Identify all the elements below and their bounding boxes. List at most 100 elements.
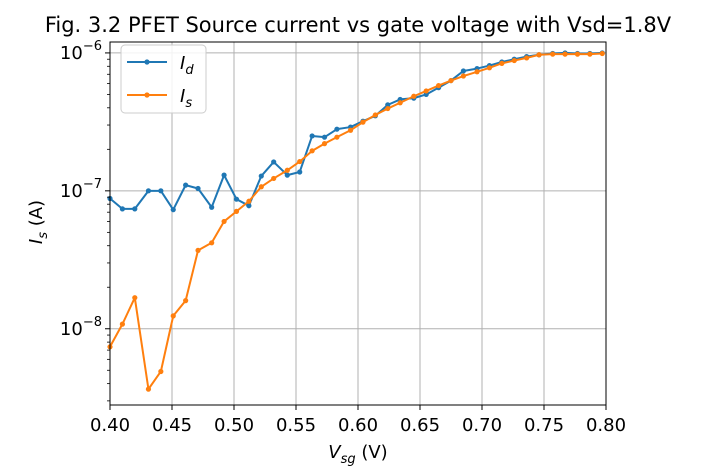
data-point [195, 185, 201, 192]
data-point [423, 88, 429, 94]
data-point [511, 57, 517, 64]
data-point [334, 126, 340, 132]
data-point [221, 172, 227, 178]
x-tick-label: 0.40 [90, 415, 130, 436]
data-point [321, 141, 328, 147]
data-point [536, 52, 542, 58]
data-point [258, 184, 264, 190]
y-tick-label-base: 10 [60, 43, 83, 64]
x-tick-label: 0.50 [214, 415, 254, 436]
y-axis-label-unit: (A) [26, 200, 47, 232]
y-axis-label: Is (A) [26, 200, 51, 244]
legend-marker-id [144, 59, 150, 65]
axes-ticks: 0.40 0.45 0.50 0.55 0.60 0.65 0.70 0.75 0.8010−8… [60, 39, 626, 436]
data-point [271, 175, 277, 182]
data-point [347, 127, 354, 133]
x-tick-label: 0.65 [400, 415, 440, 436]
plot-area [107, 50, 605, 392]
data-point [246, 198, 252, 204]
y-tick-label-exp: −8 [83, 315, 102, 330]
y-tick-label: 10−6 [60, 39, 102, 64]
chart-title: Fig. 3.2 PFET Source current vs gate vol… [45, 13, 672, 37]
data-point [221, 218, 227, 225]
data-point [372, 112, 378, 118]
series-line-1 [109, 52, 603, 391]
data-point [460, 68, 466, 74]
data-point [170, 207, 176, 213]
x-tick-label: 0.80 [586, 415, 626, 436]
data-point [145, 386, 152, 392]
data-point [460, 73, 466, 79]
data-point [411, 93, 417, 99]
y-tick-label-base: 10 [60, 181, 83, 202]
data-point [284, 172, 290, 178]
x-axis-label-unit: (V) [356, 442, 388, 463]
y-tick-label: 10−7 [60, 177, 102, 202]
data-point [284, 167, 290, 173]
legend-label-is: Is [180, 86, 192, 111]
data-point [385, 102, 391, 108]
data-point [574, 51, 581, 57]
legend-label-id-sub: d [185, 63, 194, 78]
x-tick-label: 0.55 [276, 415, 316, 436]
legend-box [120, 44, 207, 114]
data-point [195, 247, 201, 253]
legend-label-is-var: I [180, 86, 185, 107]
x-axis-label: Vsg (V) [328, 442, 387, 467]
data-point [524, 55, 530, 61]
data-point [309, 133, 315, 139]
data-point [321, 134, 328, 140]
x-tick-label: 0.75 [524, 415, 564, 436]
data-point [436, 82, 442, 89]
data-point [550, 51, 556, 57]
data-point [119, 321, 125, 327]
data-point [486, 65, 493, 71]
y-tick-label: 10−8 [60, 315, 102, 340]
data-point [360, 119, 366, 125]
data-point [233, 208, 240, 214]
y-tick-label-base: 10 [60, 319, 83, 340]
x-axis-label-var: V [328, 442, 342, 463]
data-point [309, 148, 315, 154]
data-point [599, 50, 605, 57]
data-point [158, 188, 164, 194]
x-axis-label-sub: sg [341, 452, 356, 467]
y-axis-label-var: I [26, 239, 47, 244]
legend-label-id: Id [180, 53, 194, 78]
data-point [119, 206, 125, 212]
data-point [158, 368, 164, 375]
data-point [385, 105, 391, 112]
x-tick-label: 0.45 [152, 415, 192, 436]
data-point [132, 206, 138, 212]
data-point [499, 60, 505, 66]
y-tick-label-exp: −6 [83, 39, 102, 54]
legend: Id Is [120, 44, 207, 114]
data-point [562, 51, 568, 57]
data-point [132, 295, 138, 301]
data-point [258, 173, 264, 179]
data-point [587, 51, 593, 57]
y-axis-label-sub: s [36, 232, 51, 239]
data-point [246, 203, 252, 209]
data-point [145, 188, 152, 194]
y-tick-label-exp: −7 [83, 177, 102, 192]
data-point [297, 158, 303, 165]
series-line-0 [109, 51, 603, 211]
data-point [183, 182, 189, 188]
x-tick-label: 0.70 [462, 415, 502, 436]
data-point [297, 169, 303, 175]
x-tick-label: 0.60 [338, 415, 378, 436]
data-point [233, 196, 240, 202]
data-point [397, 100, 403, 106]
data-point [271, 159, 277, 165]
legend-label-id-var: I [180, 53, 185, 74]
data-point [183, 298, 189, 304]
legend-label-is-sub: s [185, 96, 192, 111]
data-point [474, 69, 480, 75]
data-point [334, 134, 340, 140]
data-point [209, 240, 215, 246]
legend-marker-is [144, 92, 150, 98]
data-point [209, 204, 215, 210]
data-point [170, 313, 176, 319]
